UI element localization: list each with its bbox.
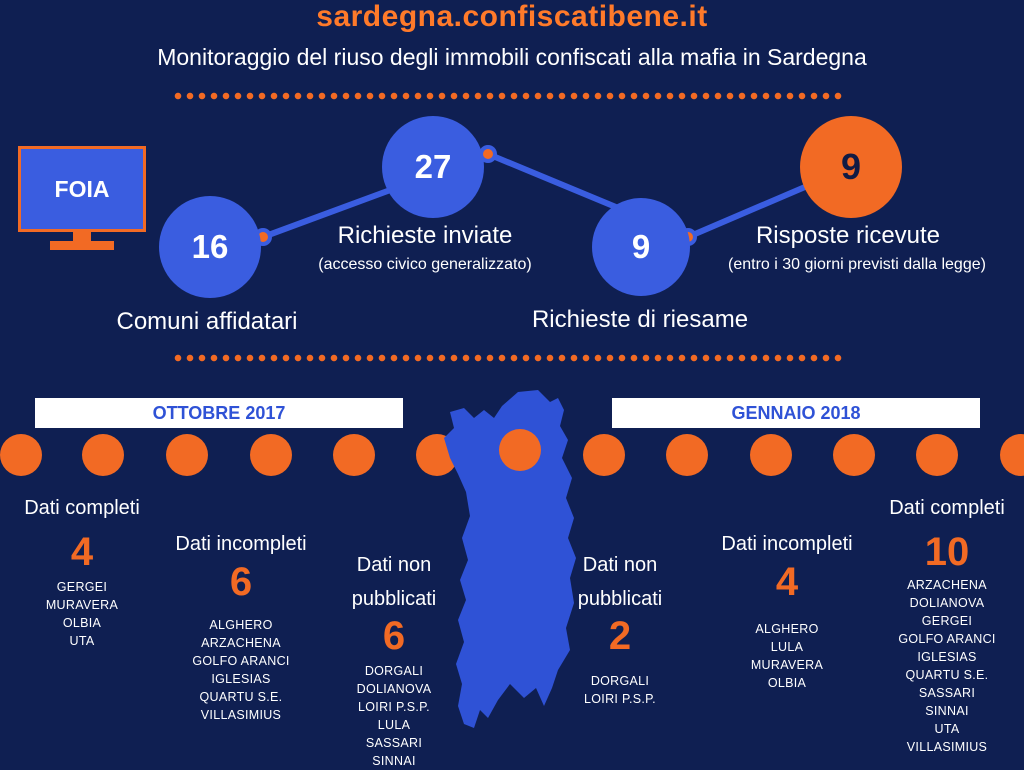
group-ott-non-pubblicati: Dati non pubblicati 6 DORGALI DOLIANOVA … (336, 548, 452, 770)
city-item: DORGALI (590, 674, 650, 688)
group-category: Dati incompleti (175, 533, 307, 555)
stat-richieste-note: (accesso civico generalizzato) (318, 256, 532, 273)
timeline-dot (333, 434, 375, 476)
timeline-dot (916, 434, 958, 476)
period-right-banner: GENNAIO 2018 (612, 398, 980, 428)
city-item: MURAVERA (45, 598, 119, 612)
foia-label: FOIA (54, 175, 110, 202)
group-category: Dati completi (24, 497, 140, 519)
group-ott-incompleti: Dati incompleti 6 ALGHERO ARZACHENA GOLF… (158, 528, 324, 724)
city-item: DOLIANOVA (909, 596, 985, 610)
city-item: LOIRI P.S.P. (358, 700, 430, 714)
city-item: SINNAI (925, 704, 969, 718)
city-item: GOLFO ARANCI (192, 654, 290, 668)
city-item: IGLESIAS (211, 672, 271, 686)
group-count: 4 (70, 530, 94, 574)
stat-riesame-value: 9 (631, 228, 651, 265)
city-item: SASSARI (918, 686, 976, 700)
city-item: UTA (69, 634, 95, 648)
stat-riesame-circle: 9 (592, 198, 690, 296)
timeline-dot (0, 434, 42, 476)
timeline-dot (666, 434, 708, 476)
stat-risposte-label: Risposte ricevute (755, 222, 941, 249)
timeline-dot (82, 434, 124, 476)
stat-richieste-value: 27 (414, 148, 452, 185)
city-item: OLBIA (62, 616, 102, 630)
monitor-base (50, 241, 114, 250)
divider-top (172, 92, 844, 100)
stat-risposte-value: 9 (840, 146, 862, 187)
timeline-dot (833, 434, 875, 476)
city-item: VILLASIMIUS (906, 740, 988, 754)
city-item: ARZACHENA (201, 636, 281, 650)
group-category: Dati non pubblicati (577, 554, 663, 610)
group-category: Dati incompleti (721, 533, 853, 555)
city-item: GERGEI (56, 580, 108, 594)
city-item: IGLESIAS (917, 650, 977, 664)
stat-comuni-label: Comuni affidatari (116, 308, 298, 335)
group-count: 6 (229, 560, 253, 604)
city-item: ALGHERO (209, 618, 273, 632)
monitor-icon: FOIA (18, 146, 146, 232)
stat-richieste-label: Richieste inviate (337, 222, 513, 249)
city-item: ARZACHENA (907, 578, 987, 592)
timeline-dot (250, 434, 292, 476)
group-gen-non-pubblicati: Dati non pubblicati 2 DORGALI LOIRI P.S.… (562, 548, 678, 708)
city-item: OLBIA (767, 676, 807, 690)
city-item: QUARTU S.E. (199, 690, 283, 704)
city-item: ALGHERO (755, 622, 819, 636)
group-count: 6 (382, 614, 406, 658)
monitor-stand (73, 232, 91, 242)
group-gen-completi: Dati completi 10 ARZACHENA DOLIANOVA GER… (870, 492, 1024, 756)
stat-comuni-value: 16 (191, 228, 229, 265)
city-item: LOIRI P.S.P. (584, 692, 656, 706)
group-ott-completi: Dati completi 4 GERGEI MURAVERA OLBIA UT… (0, 492, 164, 650)
city-item: VILLASIMIUS (200, 708, 282, 722)
city-item: GERGEI (921, 614, 973, 628)
timeline-dot (166, 434, 208, 476)
city-item: LULA (770, 640, 804, 654)
city-item: GOLFO ARANCI (898, 632, 996, 646)
group-category: Dati completi (889, 497, 1005, 519)
stat-comuni-circle: 16 (159, 196, 261, 298)
timeline-dot (583, 434, 625, 476)
city-item: DOLIANOVA (356, 682, 432, 696)
city-item: UTA (934, 722, 960, 736)
stat-riesame-label: Richieste di riesame (531, 306, 749, 333)
sardinia-map-icon (444, 390, 576, 728)
city-item: QUARTU S.E. (905, 668, 989, 682)
site-title: sardegna.confiscatibene.it (316, 0, 708, 33)
period-left-banner: OTTOBRE 2017 (35, 398, 403, 428)
city-item: MURAVERA (750, 658, 824, 672)
group-category: Dati non pubblicati (351, 554, 437, 610)
city-item: SINNAI (372, 754, 416, 768)
city-item: DORGALI (364, 664, 424, 678)
city-item: SASSARI (365, 736, 423, 750)
page-subtitle: Monitoraggio del riuso degli immobili co… (157, 44, 867, 70)
divider-middle (172, 354, 844, 362)
group-count: 4 (775, 560, 799, 604)
timeline-dot (1000, 434, 1024, 476)
stat-risposte-note: (entro i 30 giorni previsti dalla legge) (728, 256, 986, 273)
city-item: LULA (377, 718, 411, 732)
stat-risposte-circle: 9 (800, 116, 902, 218)
group-count: 2 (608, 614, 632, 658)
group-gen-incompleti: Dati incompleti 4 ALGHERO LULA MURAVERA … (702, 528, 872, 692)
timeline-dot (750, 434, 792, 476)
stat-richieste-circle: 27 (382, 116, 484, 218)
group-count: 10 (924, 530, 970, 574)
